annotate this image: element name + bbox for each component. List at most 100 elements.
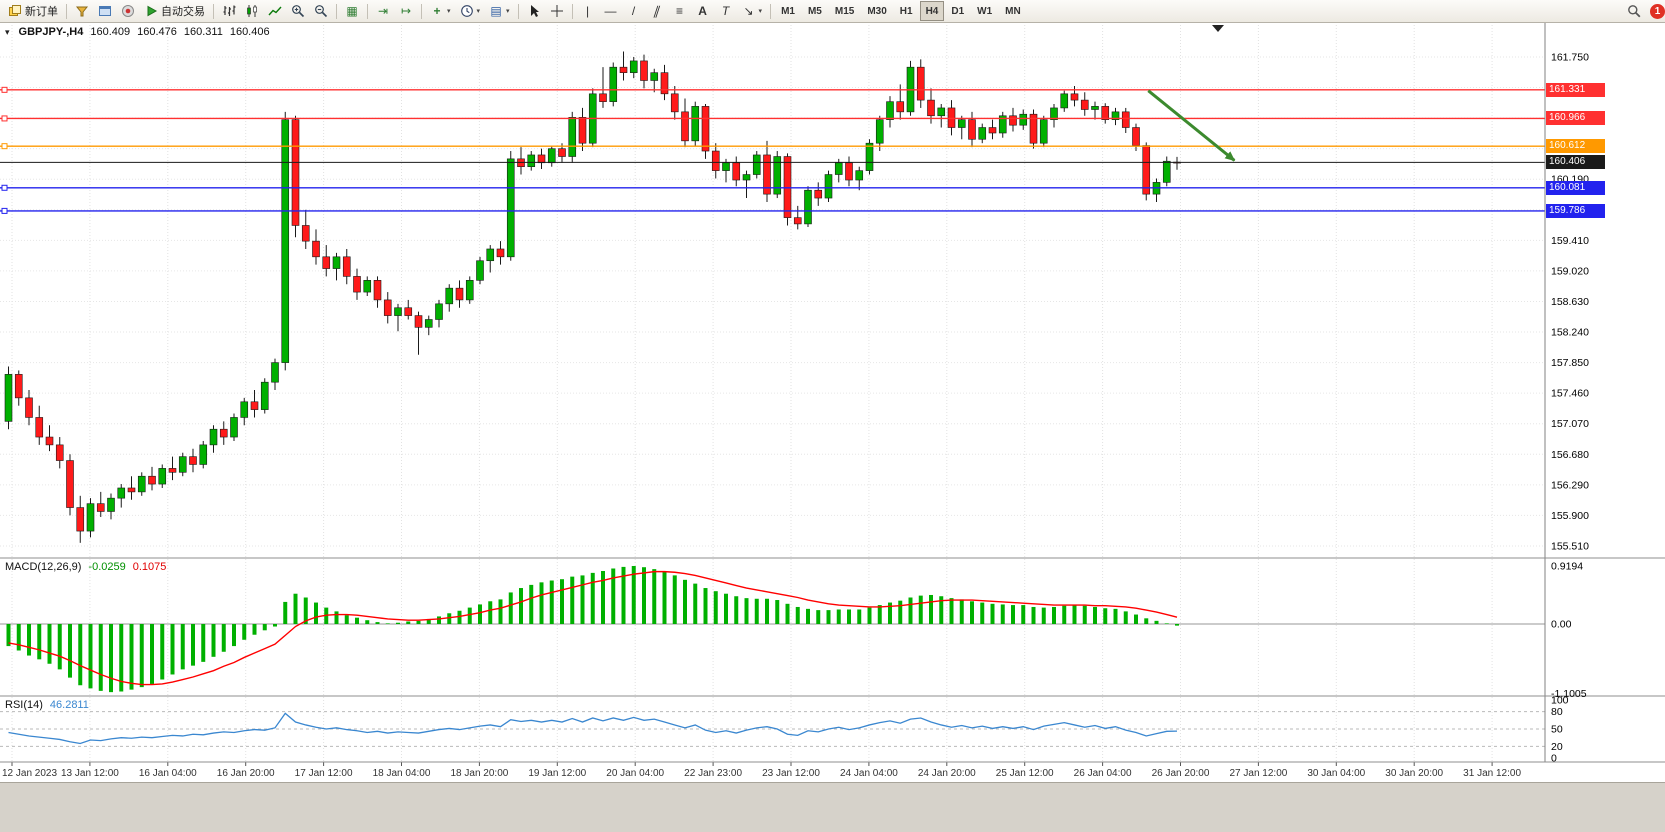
timeframe-button-m30[interactable]: M30 — [861, 1, 892, 21]
candle — [250, 401, 259, 410]
candle — [35, 417, 44, 438]
toolbar-separator — [336, 3, 337, 19]
candle — [599, 93, 607, 102]
candle — [168, 468, 177, 473]
candle — [773, 156, 782, 195]
fibonacci-button[interactable]: ≡ — [669, 1, 691, 21]
svg-text:50: 50 — [1551, 724, 1563, 736]
timeframe-button-h4[interactable]: H4 — [919, 1, 945, 21]
timeframe-button-w1[interactable]: W1 — [971, 1, 998, 21]
crosshair-button[interactable] — [546, 1, 568, 21]
candle — [271, 362, 279, 383]
candle — [394, 307, 402, 316]
rsi-pane — [0, 711, 1545, 747]
template-button[interactable]: ▤ ▾ — [485, 1, 514, 21]
candle — [998, 115, 1007, 134]
chart-shift-button[interactable]: ↦ — [395, 1, 417, 21]
candle — [25, 397, 33, 418]
bars-chart-button[interactable] — [218, 1, 240, 21]
timeframe-button-m1[interactable]: M1 — [775, 1, 801, 21]
horizontal-line-button[interactable]: ― — [600, 1, 622, 21]
candle — [732, 162, 741, 181]
svg-text:100: 100 — [1551, 695, 1569, 707]
svg-text:25 Jan 12:00: 25 Jan 12:00 — [996, 768, 1054, 779]
candle — [86, 503, 95, 532]
text-tool-button[interactable]: A — [692, 1, 714, 21]
periods-button[interactable]: ▾ — [456, 1, 485, 21]
arrows-tool-button[interactable]: ↘ ▾ — [738, 1, 767, 21]
candle — [404, 307, 413, 316]
candle — [281, 119, 290, 363]
label-tool-button[interactable]: T — [715, 1, 737, 21]
status-area — [0, 782, 1665, 832]
svg-text:0.9194: 0.9194 — [1551, 560, 1583, 572]
search-button[interactable] — [1623, 1, 1645, 21]
label-icon: T — [721, 4, 730, 18]
zoom-out-icon — [315, 5, 328, 18]
vertical-line-icon: | — [585, 4, 590, 18]
new-order-button[interactable]: 新订单 — [4, 1, 62, 21]
candle — [640, 60, 648, 81]
svg-text:16 Jan 04:00: 16 Jan 04:00 — [139, 768, 197, 779]
auto-scroll-button[interactable]: ⇥ — [372, 1, 394, 21]
timeframe-button-d1[interactable]: D1 — [945, 1, 970, 21]
candle — [691, 106, 700, 142]
zoom-in-button[interactable] — [287, 1, 309, 21]
svg-text:160.970: 160.970 — [1551, 113, 1589, 125]
candle — [1121, 111, 1130, 128]
svg-text:20: 20 — [1551, 741, 1563, 753]
cursor-button[interactable] — [523, 1, 545, 21]
candle — [76, 507, 85, 532]
svg-text:158.630: 158.630 — [1551, 296, 1589, 308]
candle — [322, 256, 331, 269]
zoom-out-button[interactable] — [310, 1, 332, 21]
candle — [711, 150, 720, 171]
channel-button[interactable]: ∥ — [646, 1, 668, 21]
market-watch-button[interactable] — [71, 1, 93, 21]
candlestick-chart-button[interactable] — [241, 1, 263, 21]
trendline-icon: / — [631, 4, 636, 18]
auto-scroll-icon: ⇥ — [377, 4, 389, 18]
rsi-line — [8, 712, 1178, 745]
tile-windows-button[interactable]: ▦ — [341, 1, 363, 21]
trend-arrow-annotation[interactable] — [1147, 89, 1236, 162]
timeframe-button-mn[interactable]: MN — [999, 1, 1027, 21]
svg-text:30 Jan 04:00: 30 Jan 04:00 — [1307, 768, 1365, 779]
timeframe-button-m15[interactable]: M15 — [829, 1, 860, 21]
candle — [1111, 111, 1120, 120]
vertical-line-button[interactable]: | — [577, 1, 599, 21]
svg-text:0: 0 — [1551, 753, 1557, 765]
community-button[interactable] — [117, 1, 139, 21]
candle — [424, 319, 433, 328]
svg-text:161.750: 161.750 — [1551, 52, 1589, 64]
candle — [845, 162, 853, 181]
candle — [1039, 119, 1048, 144]
svg-text:155.900: 155.900 — [1551, 510, 1589, 522]
candle — [660, 72, 669, 95]
timeframe-button-h1[interactable]: H1 — [894, 1, 919, 21]
chart-shift-marker[interactable] — [1212, 25, 1224, 32]
indicators-button[interactable]: + ▾ — [426, 1, 455, 21]
candle — [117, 487, 126, 499]
candle — [865, 142, 874, 171]
macd-histogram — [0, 565, 1545, 693]
svg-text:27 Jan 12:00: 27 Jan 12:00 — [1229, 768, 1287, 779]
candle — [609, 66, 618, 102]
candle — [834, 162, 843, 175]
toolbar-separator — [213, 3, 214, 19]
autotrading-button[interactable]: 自动交易 — [140, 1, 209, 21]
chart-plot-area[interactable]: 12 Jan 2023 13 Jan 12:00 16 Jan 04:00 16 Ja… — [0, 22, 1665, 782]
notification-badge[interactable]: 1 — [1650, 3, 1665, 19]
timeframe-button-m5[interactable]: M5 — [802, 1, 828, 21]
data-window-button[interactable] — [94, 1, 116, 21]
grid-lines — [0, 22, 1545, 762]
one-click-trading-toggle[interactable]: ▾ — [5, 27, 10, 37]
candle — [1029, 113, 1038, 144]
svg-text:157.070: 157.070 — [1551, 418, 1589, 430]
line-chart-button[interactable] — [264, 1, 286, 21]
trendline-button[interactable]: / — [623, 1, 645, 21]
candle — [537, 154, 546, 164]
chart-low-value: 160.311 — [183, 26, 223, 38]
chart-window: 12 Jan 2023 13 Jan 12:00 16 Jan 04:00 16 Ja… — [0, 22, 1665, 782]
periods-icon — [460, 5, 473, 17]
